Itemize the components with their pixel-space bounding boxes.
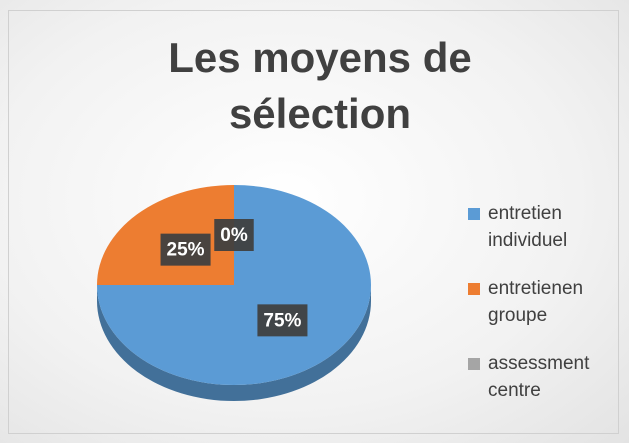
legend-entry: entretien individuel — [468, 200, 598, 254]
legend-entry: entretienen groupe — [468, 275, 598, 329]
chart-frame — [8, 10, 619, 434]
legend-label: entretien individuel — [488, 203, 568, 251]
data-label-box — [257, 304, 308, 337]
data-label-box — [160, 233, 211, 266]
legend-swatch — [468, 283, 480, 295]
data-label-box — [214, 219, 254, 251]
chart-title: Les moyens de sélection — [168, 34, 472, 137]
legend-label: assessment centre — [488, 353, 590, 401]
pie-slice-side — [97, 285, 371, 401]
legend-swatch — [468, 208, 480, 220]
data-label: 75% — [257, 304, 308, 337]
data-label-text: 75% — [263, 310, 301, 331]
legend-swatch — [468, 358, 480, 370]
data-label-text: 25% — [167, 240, 205, 261]
legend-label: entretienen groupe — [488, 278, 584, 326]
legend-entry: assessment centre — [468, 350, 598, 404]
data-label: 0% — [214, 219, 254, 251]
data-label-text: 0% — [220, 225, 248, 246]
data-label: 25% — [160, 233, 211, 266]
